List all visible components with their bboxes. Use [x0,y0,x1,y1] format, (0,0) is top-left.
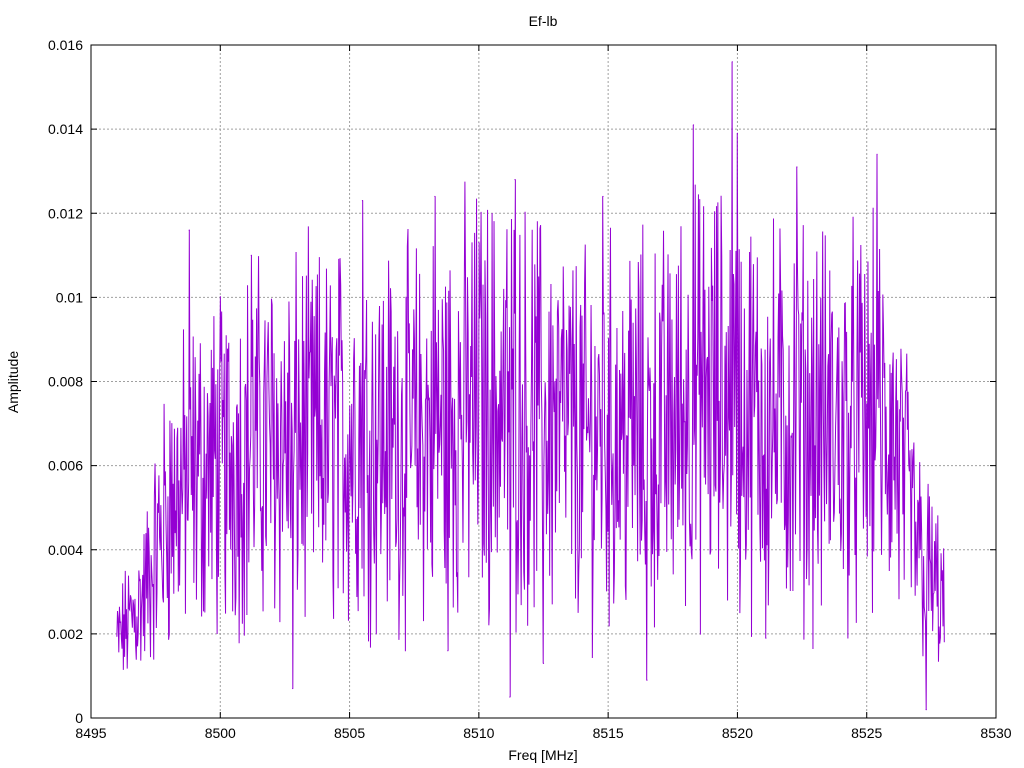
x-tick-label: 8505 [334,725,365,741]
series-peak-point [188,229,190,231]
x-tick-label: 8510 [463,725,494,741]
y-tick-label: 0.002 [48,626,83,642]
y-tick-label: 0.004 [48,542,83,558]
series-peak-point [434,195,436,198]
tick-marks [90,44,997,719]
x-tick-label: 8515 [593,725,624,741]
y-tick-label: 0 [75,710,83,726]
x-tick-label: 8500 [205,725,236,741]
y-tick-label: 0.014 [48,121,83,137]
series-layer [116,61,945,711]
series-peak-point [542,662,545,664]
series-peak-point [361,200,364,202]
x-tick-label: 8495 [75,725,106,741]
x-tick-label: 8530 [980,725,1011,741]
series-peak-point [796,166,798,168]
series-peak-point [731,61,733,63]
series-peak-point [692,124,695,126]
x-axis-title: Freq [MHz] [508,747,577,763]
series-peak-point [447,650,449,652]
series-peak-point [514,179,516,181]
series-peak-point [876,153,878,155]
y-tick-label: 0.006 [48,458,83,474]
series-peak-point [736,132,739,134]
x-tick-label: 8525 [851,725,882,741]
y-tick-label: 0.01 [56,289,83,305]
x-tick-label: 8520 [722,725,753,741]
y-tick-label: 0.008 [48,374,83,390]
series-peak-point [509,696,511,698]
series-peak-point [765,637,767,639]
series-peak-point [292,687,294,690]
chart-title: Ef-lb [529,13,558,29]
y-tick-label: 0.012 [48,205,83,221]
series-peak-point [478,242,480,244]
series-peak-point [925,708,927,711]
y-tick-label: 0.016 [48,37,83,53]
series-peak-point [646,679,648,681]
series-line [116,61,945,710]
tick-labels: 8495 8500 8505 8510 8515 8520 8525 8530 0 0.002 0.… [48,37,1012,741]
y-axis-title: Amplitude [5,351,21,413]
series-peak-point [250,254,252,256]
series-peak-point [602,195,604,198]
